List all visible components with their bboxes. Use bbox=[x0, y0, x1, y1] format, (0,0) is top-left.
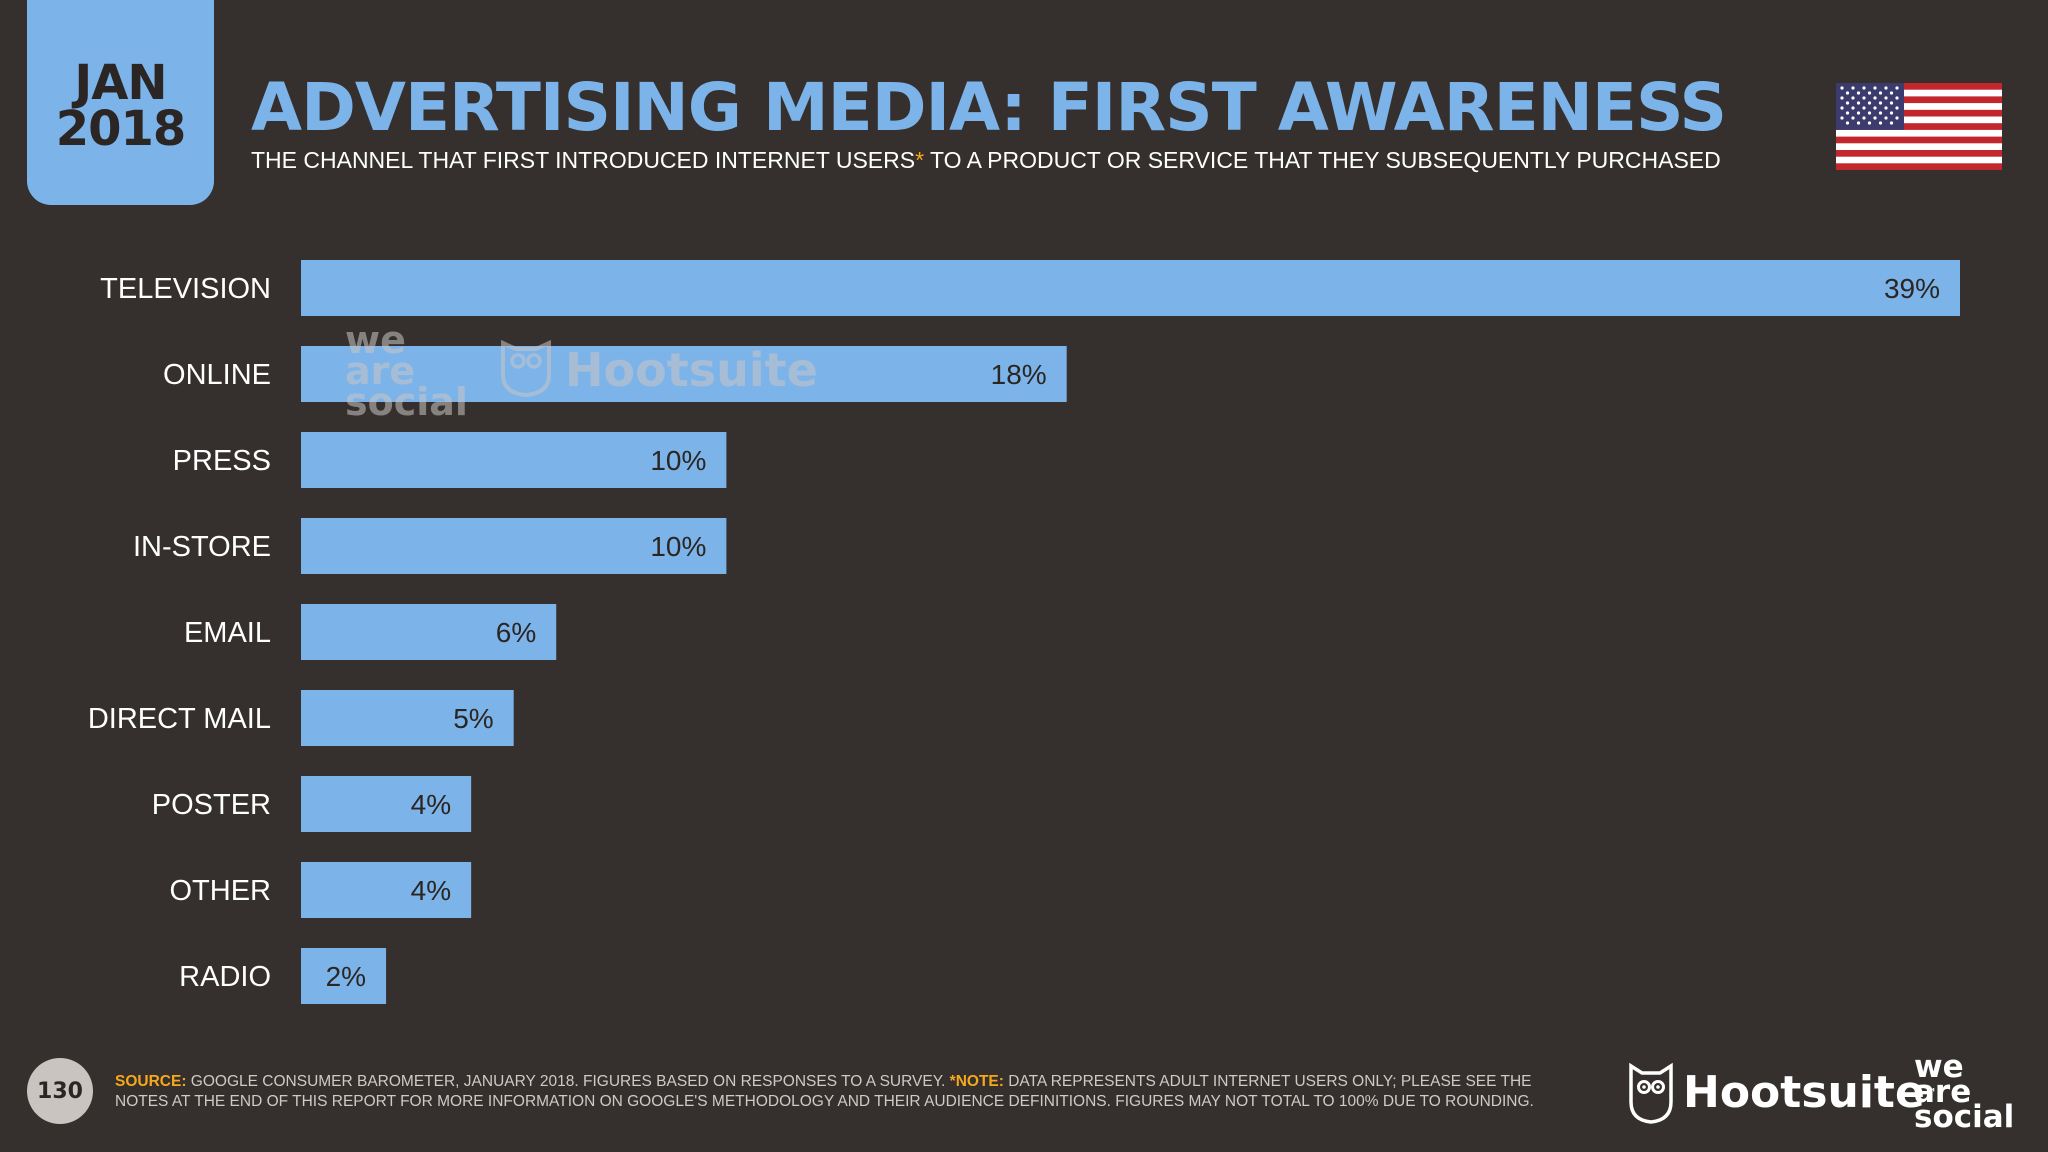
bar bbox=[301, 260, 1960, 316]
source-label: SOURCE: bbox=[115, 1073, 187, 1090]
category-label: POSTER bbox=[152, 789, 271, 821]
value-label: 10% bbox=[650, 445, 706, 476]
bar bbox=[301, 776, 472, 832]
bar bbox=[301, 346, 1067, 402]
category-label: OTHER bbox=[170, 875, 272, 907]
value-label: 39% bbox=[1884, 273, 1940, 304]
bar bbox=[301, 604, 557, 660]
note-label: *NOTE: bbox=[949, 1073, 1004, 1090]
source-text: GOOGLE CONSUMER BAROMETER, JANUARY 2018.… bbox=[186, 1073, 950, 1090]
value-label: 4% bbox=[411, 875, 451, 906]
source-footnote: SOURCE: GOOGLE CONSUMER BAROMETER, JANUA… bbox=[115, 1072, 1575, 1112]
category-label: IN-STORE bbox=[133, 531, 271, 563]
category-label: ONLINE bbox=[163, 359, 271, 391]
bar bbox=[301, 690, 514, 746]
subtitle-text-rest: TO A PRODUCT OR SERVICE THAT THEY SUBSEQ… bbox=[924, 147, 1721, 173]
we-are-social-line-1: we bbox=[1914, 1049, 1964, 1085]
category-label: RADIO bbox=[179, 961, 271, 993]
hootsuite-logo-tm: ™ bbox=[1924, 1086, 1937, 1100]
bar bbox=[301, 518, 727, 574]
we-are-social-logo: we are social bbox=[1914, 1049, 2024, 1135]
page-number: 130 bbox=[27, 1058, 93, 1124]
category-label: TELEVISION bbox=[100, 273, 271, 305]
hootsuite-owl-icon bbox=[1629, 1062, 1673, 1124]
date-month: JAN bbox=[74, 54, 167, 111]
value-label: 4% bbox=[411, 789, 451, 820]
subtitle-text: THE CHANNEL THAT FIRST INTRODUCED INTERN… bbox=[251, 147, 916, 173]
bar bbox=[301, 948, 387, 1004]
value-label: 5% bbox=[453, 703, 493, 734]
hootsuite-logo-text: Hootsuite bbox=[1683, 1067, 1925, 1118]
category-label: PRESS bbox=[173, 445, 271, 477]
page-subtitle: THE CHANNEL THAT FIRST INTRODUCED INTERN… bbox=[251, 145, 1721, 175]
bar bbox=[301, 432, 727, 488]
bar-chart: TELEVISION 39% ONLINE 18% PRESS 10% IN-STORE 10… bbox=[88, 260, 1960, 1004]
hootsuite-logo: Hootsuite™ bbox=[1683, 1066, 1937, 1120]
us-flag-icon bbox=[1836, 83, 2002, 170]
category-label: EMAIL bbox=[184, 617, 271, 649]
value-label: 6% bbox=[496, 617, 536, 648]
we-are-social-line-3: social bbox=[1914, 1099, 2015, 1135]
we-are-social-line-2: are bbox=[1914, 1074, 1972, 1110]
value-label: 2% bbox=[326, 961, 366, 992]
page-title: ADVERTISING MEDIA: FIRST AWARENESS bbox=[251, 69, 1727, 146]
date-badge: JAN 2018 bbox=[27, 0, 214, 205]
bar bbox=[301, 862, 472, 918]
subtitle-asterisk: * bbox=[915, 147, 925, 173]
category-label: DIRECT MAIL bbox=[88, 703, 271, 735]
value-label: 18% bbox=[991, 359, 1047, 390]
value-label: 10% bbox=[650, 531, 706, 562]
note-text: DATA REPRESENTS ADULT INTERNET USERS ONL… bbox=[115, 1073, 1534, 1110]
date-year: 2018 bbox=[55, 100, 187, 157]
